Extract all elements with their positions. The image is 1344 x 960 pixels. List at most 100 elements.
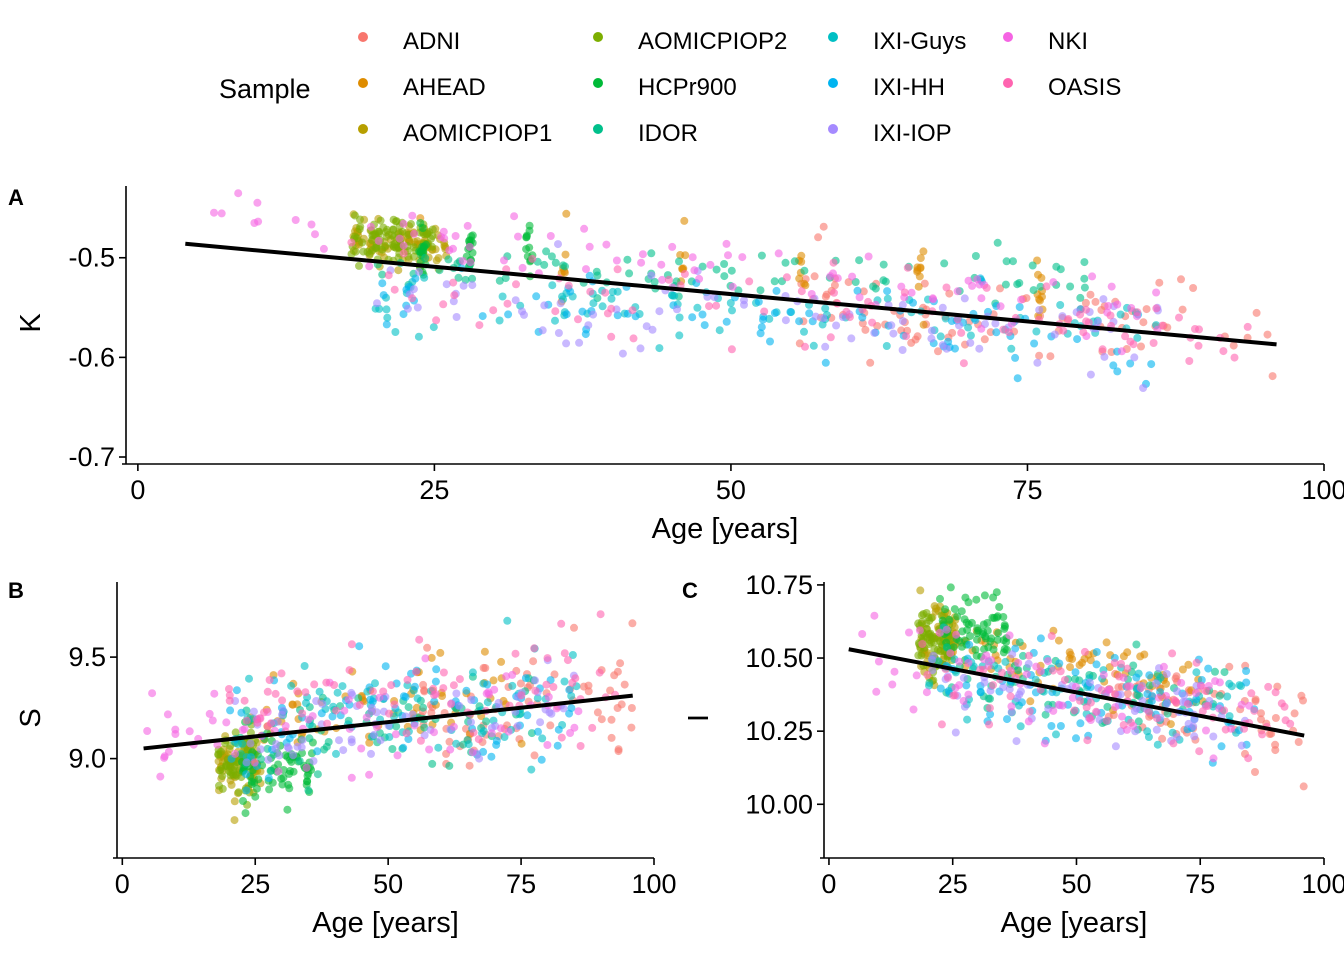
- data-point: [281, 751, 290, 760]
- data-point: [985, 720, 994, 729]
- legend-item: AOMICPIOP1: [358, 120, 552, 147]
- data-point: [945, 615, 954, 624]
- data-point: [1132, 673, 1141, 682]
- data-point: [627, 723, 636, 732]
- data-point: [861, 325, 870, 334]
- data-point: [313, 770, 322, 779]
- data-point: [1026, 697, 1035, 706]
- data-point: [469, 728, 478, 737]
- data-point: [790, 257, 799, 266]
- data-point: [497, 657, 506, 666]
- data-point: [1113, 300, 1122, 309]
- data-point: [830, 281, 839, 290]
- data-point: [482, 717, 491, 726]
- data-point: [408, 211, 417, 220]
- data-point: [964, 690, 973, 699]
- data-point: [911, 335, 920, 344]
- data-point: [489, 306, 498, 315]
- legend-item: IXI-HH: [828, 74, 945, 101]
- data-point: [1110, 659, 1119, 667]
- data-point: [1204, 701, 1213, 710]
- x-tick-label: 100: [1301, 475, 1344, 505]
- data-point: [781, 316, 790, 325]
- data-point: [561, 262, 569, 271]
- data-point: [801, 342, 809, 351]
- data-point: [550, 670, 559, 679]
- data-point: [1189, 284, 1198, 292]
- data-point: [530, 644, 539, 653]
- data-point: [1173, 687, 1182, 696]
- legend-label: AOMICPIOP2: [638, 28, 787, 55]
- data-point: [356, 215, 364, 224]
- data-point: [395, 234, 404, 243]
- legend-marker: [1003, 32, 1013, 42]
- data-point: [1201, 686, 1210, 695]
- data-point: [582, 265, 590, 274]
- data-point: [568, 651, 577, 659]
- data-point: [452, 313, 461, 321]
- data-point: [1252, 308, 1261, 317]
- data-point: [323, 719, 332, 728]
- data-point: [340, 706, 349, 715]
- data-point: [1271, 688, 1280, 697]
- legend-marker: [358, 78, 368, 88]
- data-point: [485, 690, 494, 699]
- data-point: [226, 706, 235, 715]
- data-point: [421, 654, 430, 663]
- data-point: [989, 645, 998, 654]
- data-point: [143, 727, 152, 735]
- data-point: [547, 709, 556, 718]
- data-point: [1054, 700, 1063, 709]
- data-point: [940, 259, 949, 268]
- data-point: [757, 251, 766, 260]
- data-point: [959, 359, 968, 368]
- data-point: [999, 325, 1008, 334]
- data-point: [727, 345, 736, 354]
- data-point: [238, 726, 247, 734]
- data-point: [564, 281, 573, 290]
- data-point: [540, 301, 549, 310]
- data-point: [800, 266, 809, 275]
- data-point: [230, 797, 239, 806]
- data-point: [989, 681, 997, 690]
- data-point: [955, 321, 963, 330]
- data-point: [536, 718, 545, 727]
- data-point: [1040, 739, 1049, 748]
- data-point: [826, 272, 835, 281]
- data-point: [966, 338, 975, 347]
- data-point: [1082, 305, 1090, 314]
- points-layer: [858, 583, 1308, 791]
- data-point: [1047, 632, 1056, 640]
- data-point: [293, 687, 302, 696]
- data-point: [429, 323, 438, 332]
- data-point: [247, 780, 256, 789]
- data-point: [923, 670, 932, 679]
- data-point: [1066, 282, 1075, 291]
- data-point: [1192, 689, 1200, 697]
- data-point: [1145, 681, 1154, 690]
- data-point: [953, 612, 962, 621]
- data-point: [951, 344, 959, 353]
- data-point: [655, 307, 664, 316]
- data-point: [387, 681, 396, 690]
- data-point: [608, 287, 617, 296]
- data-point: [263, 687, 272, 696]
- data-point: [977, 324, 986, 333]
- data-point: [770, 277, 779, 286]
- data-point: [964, 659, 973, 667]
- data-point: [298, 736, 307, 745]
- data-point: [1054, 636, 1063, 645]
- data-point: [715, 326, 724, 335]
- data-point: [1011, 353, 1020, 362]
- data-point: [1036, 296, 1044, 305]
- data-point: [532, 292, 541, 301]
- data-point: [968, 281, 977, 290]
- y-axis-title: S: [15, 708, 47, 727]
- data-point: [422, 240, 431, 249]
- x-tick-label: 25: [240, 869, 270, 899]
- data-point: [355, 700, 364, 709]
- data-point: [391, 328, 400, 336]
- data-point: [511, 296, 520, 305]
- data-point: [1127, 304, 1136, 312]
- data-point: [419, 703, 428, 712]
